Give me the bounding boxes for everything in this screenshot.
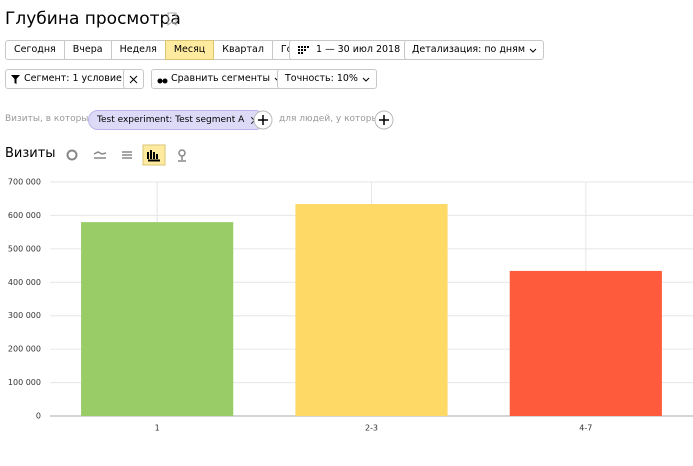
chevron [362, 77, 370, 82]
segment-dropdown[interactable]: Сегмент: 1 условие [5, 69, 141, 89]
pie-icon[interactable] [66, 149, 78, 161]
compare-label: Сравнить сегменты [171, 73, 270, 84]
chart-type-switcher [66, 144, 186, 166]
bar [295, 204, 448, 416]
accuracy-dropdown[interactable]: Точность: 10% [277, 69, 377, 89]
filter-icon [11, 75, 20, 84]
date-button[interactable]: 1 — 30 июл 2018 [289, 40, 409, 60]
add-button[interactable] [374, 110, 394, 130]
chart-title: Визиты [5, 146, 56, 161]
y-tick-label: 100 000 [8, 378, 41, 387]
bar-icon[interactable] [142, 144, 166, 166]
period-button[interactable]: Сегодня [5, 40, 65, 60]
y-tick-label: 600 000 [8, 211, 41, 220]
segment-chip[interactable]: Test experiment: Test segment A [88, 110, 266, 130]
y-tick-label: 500 000 [8, 244, 41, 253]
x-tick-label: 1 [155, 424, 160, 433]
chip-label: Test experiment: Test segment A [97, 115, 245, 125]
x-tick-label: 2-3 [365, 424, 378, 433]
bar [509, 270, 662, 416]
y-tick-label: 200 000 [8, 345, 41, 354]
map-icon[interactable] [178, 149, 186, 162]
y-tick-label: 400 000 [8, 278, 41, 287]
segment-label: Сегмент: 1 условие [24, 73, 122, 84]
chart: 0 100 000 200 000 300 000 400 000 500 000 600 … [8, 178, 693, 433]
x-tick-label: 4-7 [579, 424, 592, 433]
y-tick-label: 0 [36, 412, 41, 421]
segment-clear[interactable] [123, 69, 144, 89]
date-range: 1 — 30 июл 2018 [316, 44, 401, 55]
filter-suffix: для людей, у которых [279, 114, 384, 124]
y-tick-label: 300 000 [8, 311, 41, 320]
period-button[interactable]: Квартал [213, 40, 273, 60]
close-icon [129, 75, 138, 84]
y-tick-label: 700 000 [8, 178, 41, 187]
compare-icon [157, 78, 168, 84]
compare-dropdown[interactable]: Сравнить сегменты [151, 69, 289, 89]
chevron [529, 48, 537, 53]
page-title: Глубина просмотра [5, 9, 181, 29]
area-icon[interactable] [122, 151, 132, 159]
bookmark-icon[interactable] [166, 12, 178, 26]
calendar-icon [298, 46, 309, 54]
period-button[interactable]: Месяц [164, 40, 215, 60]
period-button[interactable]: Вчера [63, 40, 112, 60]
accuracy-label: Точность: 10% [285, 73, 358, 84]
detail-label: Детализация: по дням [412, 44, 526, 55]
add-button[interactable] [253, 110, 273, 130]
line-icon[interactable] [93, 151, 107, 159]
detail-dropdown[interactable]: Детализация: по дням [404, 40, 545, 60]
period-group: СегодняВчераНеделяМесяцКварталГод [5, 40, 309, 60]
filter-prefix: Визиты, в которых [5, 114, 94, 124]
bar [81, 222, 234, 416]
period-button[interactable]: Неделя [110, 40, 166, 60]
